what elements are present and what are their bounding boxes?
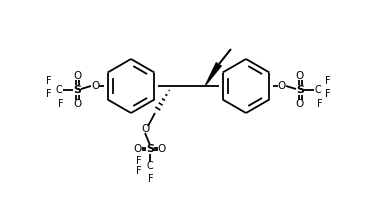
- Text: C: C: [315, 85, 321, 95]
- Text: S: S: [296, 85, 304, 95]
- Text: S: S: [73, 85, 81, 95]
- Text: O: O: [91, 81, 99, 91]
- Text: F: F: [136, 156, 142, 166]
- Text: C: C: [55, 85, 62, 95]
- Text: O: O: [73, 71, 81, 81]
- Text: F: F: [325, 89, 331, 99]
- Text: O: O: [158, 144, 166, 154]
- Text: O: O: [73, 99, 81, 109]
- Polygon shape: [205, 62, 222, 86]
- Text: F: F: [58, 99, 64, 109]
- Text: O: O: [278, 81, 286, 91]
- Text: F: F: [325, 76, 331, 86]
- Text: O: O: [141, 124, 149, 134]
- Text: F: F: [46, 89, 52, 99]
- Text: F: F: [136, 166, 142, 176]
- Text: F: F: [46, 76, 52, 86]
- Text: O: O: [296, 71, 304, 81]
- Text: F: F: [148, 174, 154, 184]
- Text: C: C: [147, 161, 154, 171]
- Text: S: S: [146, 144, 154, 154]
- Text: O: O: [134, 144, 142, 154]
- Text: O: O: [296, 99, 304, 109]
- Text: F: F: [317, 99, 323, 109]
